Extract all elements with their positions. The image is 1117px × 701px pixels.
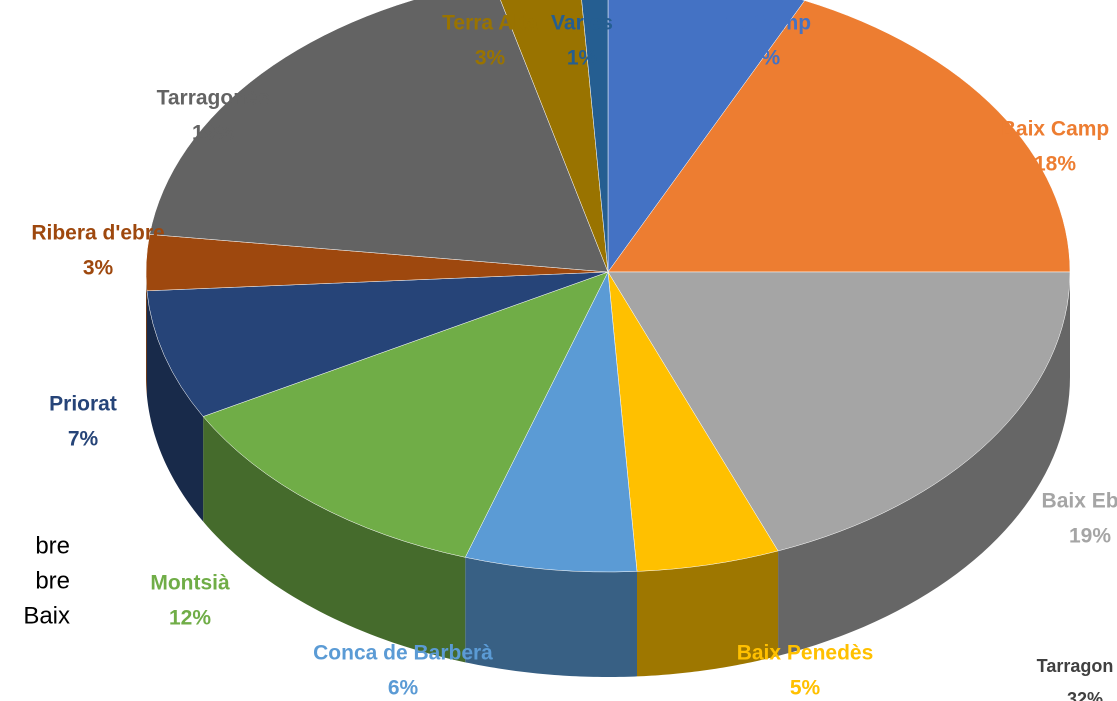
- slice: [149, 0, 609, 273]
- slice-value-label: 1%: [567, 47, 598, 70]
- slice-side: [637, 550, 779, 677]
- slice: [607, 271, 1071, 552]
- slice-side: [465, 557, 638, 677]
- slice-side: [146, 272, 147, 396]
- slice-label: Ribera d'ebre: [31, 222, 164, 245]
- slice-label: Montsià: [150, 572, 230, 595]
- slice-value-label: 6%: [388, 677, 419, 700]
- slice: [464, 271, 638, 573]
- fragment-text: Baix: [23, 602, 70, 629]
- slice: [581, 0, 609, 273]
- slice-value-label: 12%: [169, 607, 211, 630]
- fragment-text: Tarragon: [1037, 656, 1114, 676]
- slice: [607, 0, 1071, 273]
- slice-label: Baix Ebre: [1042, 490, 1117, 513]
- fragment-text: 32%: [1067, 689, 1103, 701]
- slice-label: Tarragonès: [157, 87, 270, 110]
- slice-value-label: 19%: [1069, 525, 1111, 548]
- slice-value-label: 7%: [750, 47, 781, 70]
- slice-value-label: 3%: [83, 257, 114, 280]
- slice-value-label: 18%: [1034, 153, 1076, 176]
- slice: [500, 0, 609, 273]
- slice-label: Conca de Barberà: [313, 642, 493, 665]
- slice-value-label: 3%: [475, 47, 506, 70]
- slice-label: Priorat: [49, 393, 117, 416]
- slice-side: [778, 272, 1070, 656]
- slice: [146, 271, 609, 417]
- slice-label: Alt Camp: [719, 12, 811, 35]
- slice: [607, 271, 779, 572]
- fragment-text: bre: [35, 567, 70, 594]
- slice-label: Baix Penedès: [737, 642, 874, 665]
- slice-label: Terra Alta: [442, 12, 538, 35]
- slice-label: Varies: [551, 12, 613, 35]
- slice: [202, 271, 609, 558]
- slice-label: Baix Camp: [1001, 118, 1110, 141]
- slice-value-label: 19%: [192, 122, 234, 145]
- slice-side: [203, 416, 466, 663]
- fragment-text: bre: [35, 532, 70, 559]
- slice-value-label: 5%: [790, 677, 821, 700]
- slice-value-label: 7%: [68, 428, 99, 451]
